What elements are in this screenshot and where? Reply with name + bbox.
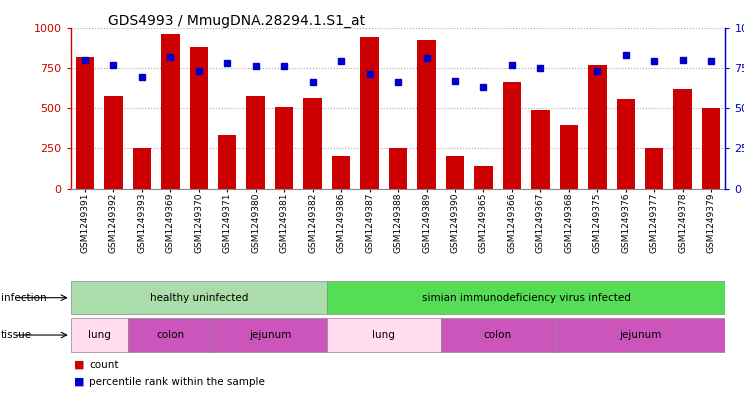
Bar bbox=[417, 40, 436, 189]
Bar bbox=[104, 96, 123, 189]
Bar bbox=[128, 318, 213, 352]
Bar bbox=[246, 96, 265, 189]
Text: infection: infection bbox=[1, 293, 46, 303]
Bar bbox=[389, 147, 407, 189]
Bar bbox=[617, 99, 635, 189]
Bar bbox=[673, 89, 692, 189]
Text: jejunum: jejunum bbox=[248, 330, 291, 340]
Text: ■: ■ bbox=[74, 377, 85, 387]
Text: lung: lung bbox=[372, 330, 395, 340]
Text: colon: colon bbox=[156, 330, 185, 340]
Bar bbox=[190, 47, 208, 189]
Text: tissue: tissue bbox=[1, 330, 32, 340]
Text: ■: ■ bbox=[74, 360, 85, 370]
Text: lung: lung bbox=[88, 330, 111, 340]
Bar bbox=[360, 37, 379, 189]
Bar bbox=[71, 281, 327, 314]
Bar bbox=[213, 318, 327, 352]
Text: GDS4993 / MmugDNA.28294.1.S1_at: GDS4993 / MmugDNA.28294.1.S1_at bbox=[108, 14, 365, 28]
Bar bbox=[446, 156, 464, 189]
Bar bbox=[440, 318, 554, 352]
Bar bbox=[554, 318, 725, 352]
Text: percentile rank within the sample: percentile rank within the sample bbox=[89, 377, 265, 387]
Bar bbox=[503, 82, 521, 189]
Bar bbox=[275, 107, 293, 189]
Bar bbox=[588, 64, 606, 189]
Text: simian immunodeficiency virus infected: simian immunodeficiency virus infected bbox=[422, 293, 631, 303]
Bar bbox=[702, 108, 720, 189]
Bar bbox=[645, 147, 664, 189]
Bar bbox=[71, 318, 128, 352]
Bar bbox=[531, 110, 550, 189]
Bar bbox=[76, 57, 94, 189]
Text: jejunum: jejunum bbox=[619, 330, 661, 340]
Bar bbox=[327, 318, 440, 352]
Text: healthy uninfected: healthy uninfected bbox=[150, 293, 248, 303]
Bar bbox=[327, 281, 725, 314]
Bar bbox=[218, 135, 237, 189]
Bar bbox=[559, 125, 578, 189]
Bar bbox=[332, 156, 350, 189]
Text: colon: colon bbox=[484, 330, 512, 340]
Bar bbox=[132, 148, 151, 189]
Bar bbox=[474, 166, 493, 189]
Bar bbox=[161, 34, 179, 189]
Text: count: count bbox=[89, 360, 119, 370]
Bar bbox=[304, 98, 322, 189]
